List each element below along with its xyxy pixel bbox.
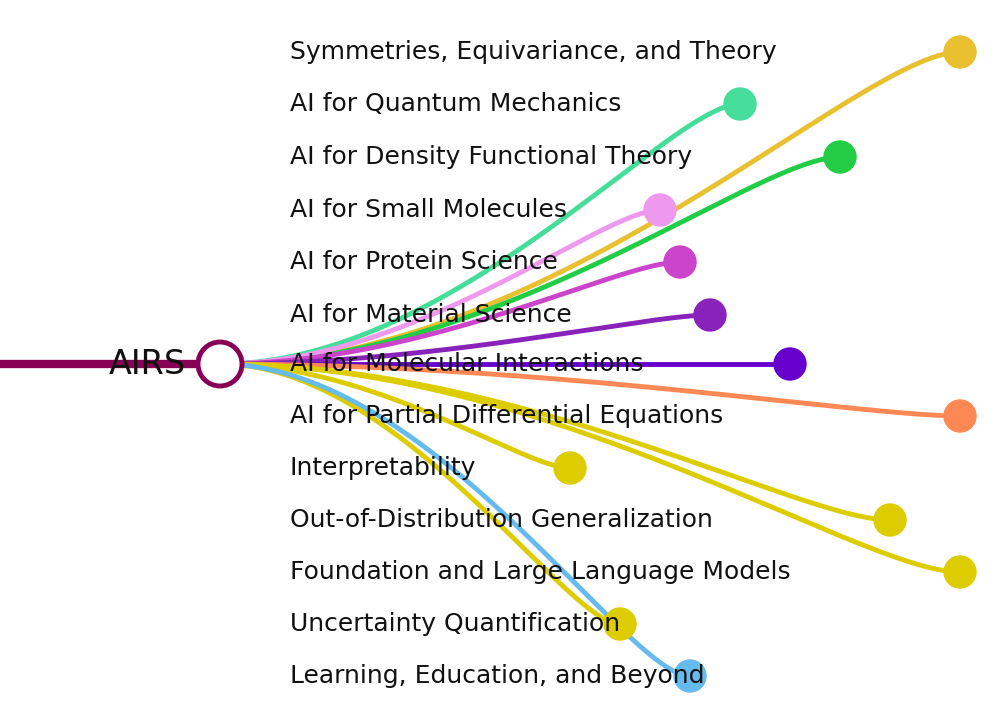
Text: Out-of-Distribution Generalization: Out-of-Distribution Generalization — [290, 508, 712, 532]
Circle shape — [643, 194, 675, 226]
Circle shape — [693, 299, 725, 331]
Text: AI for Quantum Mechanics: AI for Quantum Mechanics — [290, 92, 621, 116]
Circle shape — [663, 246, 695, 278]
Circle shape — [603, 608, 635, 640]
Text: AI for Material Science: AI for Material Science — [290, 303, 571, 327]
Text: AIRS: AIRS — [109, 347, 185, 381]
Circle shape — [943, 400, 975, 432]
Text: Interpretability: Interpretability — [290, 456, 476, 480]
Circle shape — [723, 88, 756, 120]
Circle shape — [873, 504, 905, 536]
Circle shape — [197, 342, 241, 386]
Text: AI for Protein Science: AI for Protein Science — [290, 250, 557, 274]
Circle shape — [943, 36, 975, 68]
Circle shape — [943, 556, 975, 588]
Circle shape — [553, 452, 585, 484]
Text: Foundation and Large Language Models: Foundation and Large Language Models — [290, 560, 790, 584]
Circle shape — [673, 660, 705, 692]
Text: Uncertainty Quantification: Uncertainty Quantification — [290, 612, 619, 636]
Text: AI for Partial Differential Equations: AI for Partial Differential Equations — [290, 404, 722, 428]
Text: Symmetries, Equivariance, and Theory: Symmetries, Equivariance, and Theory — [290, 40, 776, 64]
Text: AI for Small Molecules: AI for Small Molecules — [290, 198, 566, 222]
Text: Learning, Education, and Beyond: Learning, Education, and Beyond — [290, 664, 703, 688]
Text: AI for Molecular Interactions: AI for Molecular Interactions — [290, 352, 643, 376]
Circle shape — [824, 141, 855, 173]
Text: AI for Density Functional Theory: AI for Density Functional Theory — [290, 145, 691, 169]
Circle shape — [774, 348, 806, 380]
